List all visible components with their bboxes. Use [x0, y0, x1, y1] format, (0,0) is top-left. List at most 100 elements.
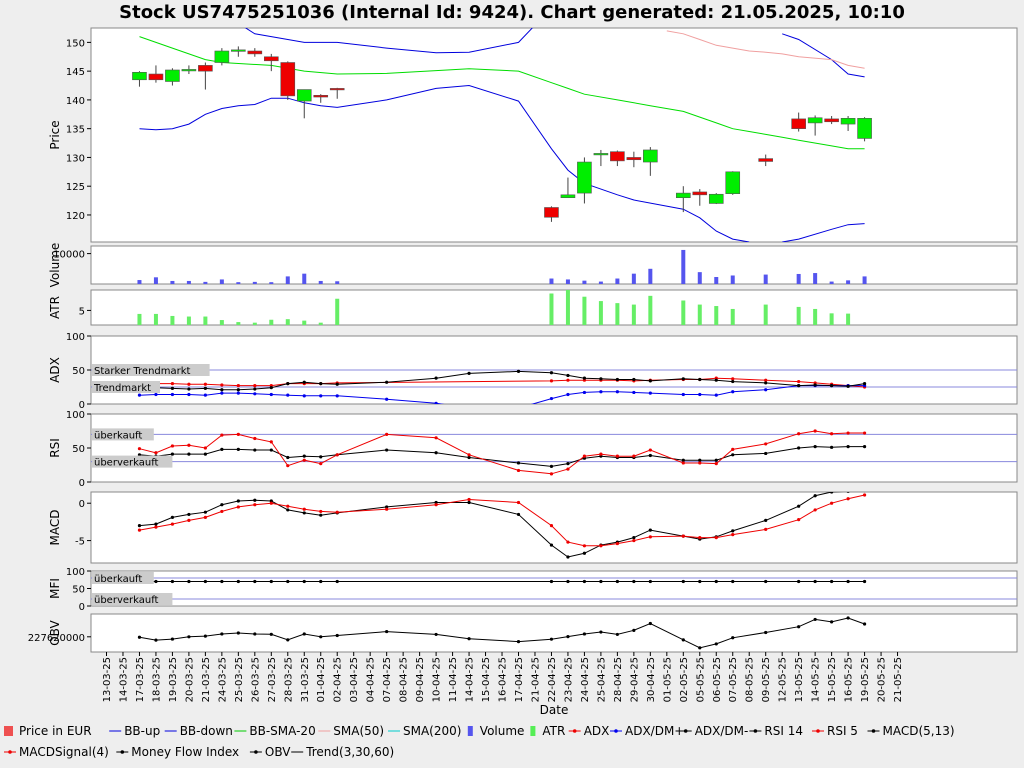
mfi-series-line-point: [582, 579, 587, 584]
rsi-series-line-point: [615, 454, 619, 458]
atr-bar: [631, 304, 636, 325]
macd-series-line-point: [253, 503, 257, 507]
macd-series-line-point: [385, 505, 389, 509]
rsi-series-line-point: [582, 454, 587, 458]
adx-series-line-point: [599, 377, 603, 381]
x-tick-label: 15-04-25: [481, 657, 492, 702]
x-tick-label: 07-05-25: [728, 657, 739, 702]
atr-plot-area: [90, 289, 1018, 326]
volume-bar: [236, 282, 241, 284]
x-tick-label: 17-04-25: [514, 657, 525, 702]
atr-bar: [203, 316, 208, 325]
atr-bar: [829, 313, 834, 325]
price-line-bb-down: [139, 84, 750, 242]
reference-label: überverkauft: [94, 458, 159, 469]
legend-swatch: [467, 726, 473, 736]
atr-bar: [219, 320, 224, 325]
volume-bar: [318, 280, 323, 284]
adx-series-line-point: [467, 406, 470, 409]
obv-series-line-point: [632, 628, 636, 632]
macd-series-line-point: [269, 499, 273, 503]
adx-series-line-point: [203, 386, 207, 390]
x-tick-label: 04-04-25: [366, 657, 377, 702]
legend-swatch-marker: [8, 750, 12, 754]
atr-bar: [697, 304, 702, 325]
candle-body: [692, 191, 708, 196]
adx-series-line-point: [253, 392, 257, 396]
x-tick-label: 16-04-25: [498, 657, 509, 702]
volume-bar: [648, 268, 653, 284]
macd-series-line-point: [319, 509, 323, 514]
macd-series-line-point: [582, 544, 587, 548]
rsi-y-tick-label: 50: [72, 444, 85, 455]
price-line-bb-sma-20: [139, 36, 865, 150]
rsi-series-line-point: [549, 472, 554, 476]
legend-item: Volume: [467, 724, 524, 738]
x-tick-label: 21-03-25: [201, 657, 212, 702]
legend-item: ATR: [530, 724, 565, 738]
adx-series-line-point: [385, 397, 389, 401]
rsi-series-line-point: [516, 461, 521, 465]
rsi-series-line-point: [764, 442, 768, 446]
legend-item: Money Flow Index: [116, 745, 239, 759]
macd-series-line-point: [302, 507, 306, 511]
rsi-series-line-point: [566, 462, 570, 466]
obv-series-line-point: [714, 642, 718, 646]
mfi-panel: MFI 0 50 100 überkauft überverkauft: [48, 567, 1018, 613]
adx-series-line-point: [615, 377, 619, 382]
macd-series-line-point: [846, 497, 850, 501]
rsi-series-line-point: [385, 448, 389, 452]
reference-label: überverkauft: [94, 595, 159, 606]
adx-series-line-point: [731, 390, 735, 394]
adx-series-line-point: [764, 381, 768, 385]
x-tick-label: 14-03-25: [118, 657, 129, 702]
price-y-tick-label: 140: [66, 96, 85, 107]
adx-series-line-point: [253, 384, 257, 388]
price-y-axis-label: Price: [48, 120, 62, 149]
x-tick-label: 25-03-25: [234, 657, 245, 702]
price-y-tick-label: 130: [66, 153, 85, 164]
adx-series-line-point: [319, 382, 323, 386]
x-tick-label: 01-04-25: [316, 657, 327, 702]
mfi-y-tick-label: 0: [79, 602, 85, 613]
x-tick-label: 08-04-25: [399, 657, 410, 702]
atr-bar: [598, 301, 603, 325]
adx-series-line-point: [302, 394, 306, 398]
mfi-series-line-point: [830, 579, 834, 584]
adx-series-line-point: [566, 378, 570, 382]
macd-series-line-point: [434, 503, 438, 507]
volume-bar: [681, 249, 686, 284]
rsi-series-line-point: [302, 458, 306, 462]
rsi-series-line-point: [236, 432, 240, 436]
mfi-series-line-point: [615, 579, 619, 584]
rsi-series-line-point: [269, 440, 273, 444]
candle-body: [610, 151, 625, 162]
volume-bar: [170, 280, 175, 284]
macd-series-line-point: [286, 504, 290, 508]
price-line-sma(50): [666, 30, 865, 69]
adx-series-line-point: [813, 383, 817, 387]
x-tick-label: 23-04-25: [563, 657, 574, 702]
legend-label: BB-SMA-20: [249, 724, 315, 738]
legend-label: Price in EUR: [19, 724, 92, 738]
rsi-series-line-point: [467, 455, 471, 460]
atr-bar: [582, 296, 587, 325]
mfi-series-line-point: [632, 579, 636, 584]
mfi-series-line-point: [286, 579, 290, 584]
adx-series-line-point: [566, 373, 570, 378]
legend-item: OBV: [249, 745, 291, 759]
legend-label: SMA(200): [403, 724, 461, 738]
rsi-series-line-point: [813, 429, 817, 433]
obv-series-line-point: [253, 632, 257, 636]
adx-series-line-point: [648, 391, 652, 395]
adx-series-line-point: [599, 390, 603, 394]
atr-bar: [730, 308, 735, 325]
x-tick-label: 13-03-25: [102, 657, 113, 702]
atr-bar: [549, 293, 554, 325]
atr-bar: [252, 322, 257, 325]
x-tick-label: 22-04-25: [547, 657, 558, 702]
candle-body: [544, 207, 559, 218]
obv-series-line-point: [731, 636, 735, 640]
adx-series-line-point: [566, 392, 570, 397]
legend-label: RSI 5: [827, 724, 858, 738]
